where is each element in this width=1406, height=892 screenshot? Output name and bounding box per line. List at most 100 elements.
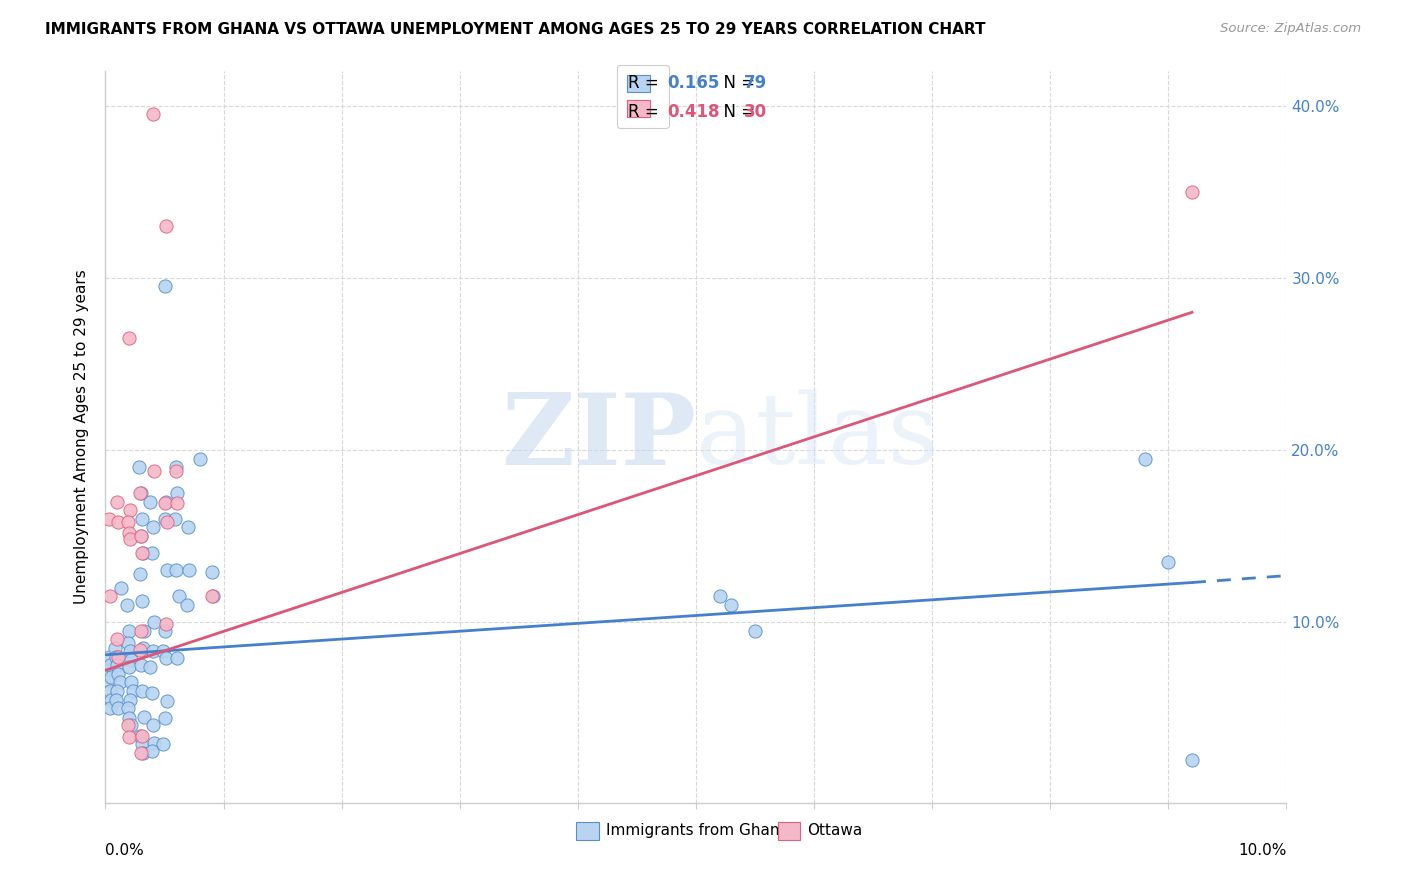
Point — [165, 564, 187, 578]
Point — [98, 684, 121, 698]
Point — [132, 546, 155, 560]
Point — [1133, 451, 1156, 466]
Point — [131, 684, 153, 698]
Point — [1181, 185, 1204, 199]
Text: 0.418: 0.418 — [668, 103, 720, 121]
Text: 0.165: 0.165 — [668, 74, 720, 92]
Point — [156, 516, 179, 530]
Point — [142, 464, 165, 478]
Point — [107, 649, 129, 664]
Point — [107, 701, 129, 715]
Point — [98, 701, 121, 715]
Point — [165, 460, 187, 475]
Point — [132, 746, 155, 760]
Point — [105, 692, 128, 706]
Text: 30: 30 — [744, 103, 766, 121]
Point — [141, 744, 163, 758]
Point — [166, 486, 188, 500]
Point — [120, 644, 142, 658]
Point — [131, 737, 153, 751]
Text: Immigrants from Ghana: Immigrants from Ghana — [606, 823, 789, 838]
Point — [105, 658, 128, 673]
Point — [120, 653, 142, 667]
Point — [131, 729, 153, 743]
Point — [156, 564, 179, 578]
Point — [166, 651, 188, 665]
Point — [104, 640, 127, 655]
Point — [153, 279, 176, 293]
Point — [97, 663, 120, 677]
Point — [117, 701, 139, 715]
Point — [129, 624, 152, 638]
Point — [121, 684, 143, 698]
Point — [105, 684, 128, 698]
Legend: , : , — [617, 65, 669, 128]
Point — [107, 666, 129, 681]
Point — [129, 486, 152, 500]
Point — [128, 642, 150, 657]
Point — [155, 494, 177, 508]
Point — [118, 731, 141, 745]
Point — [128, 486, 150, 500]
Point — [155, 616, 177, 631]
Text: R =: R = — [628, 74, 665, 92]
Point — [156, 694, 179, 708]
Point — [118, 660, 141, 674]
Point — [141, 546, 163, 560]
Point — [129, 529, 152, 543]
Point — [98, 649, 121, 664]
Text: 0.0%: 0.0% — [105, 843, 145, 858]
Point — [142, 644, 165, 658]
Point — [98, 673, 121, 688]
Point — [117, 636, 139, 650]
Point — [117, 718, 139, 732]
Point — [165, 464, 187, 478]
Point — [177, 520, 200, 534]
Point — [132, 640, 155, 655]
Point — [139, 494, 162, 508]
Point — [153, 711, 176, 725]
Text: Source: ZipAtlas.com: Source: ZipAtlas.com — [1220, 22, 1361, 36]
Point — [179, 564, 201, 578]
Point — [120, 533, 142, 547]
Point — [139, 660, 162, 674]
Point — [108, 675, 131, 690]
Point — [201, 589, 224, 603]
Text: N =: N = — [713, 74, 761, 92]
Point — [201, 589, 224, 603]
Point — [131, 512, 153, 526]
Point — [115, 598, 138, 612]
Point — [128, 566, 150, 581]
Point — [118, 525, 141, 540]
Point — [153, 624, 176, 638]
Point — [152, 644, 174, 658]
Point — [105, 632, 128, 647]
Point — [142, 615, 165, 629]
Text: 10.0%: 10.0% — [1239, 843, 1286, 858]
Point — [744, 624, 766, 638]
Point — [128, 729, 150, 743]
Point — [110, 581, 132, 595]
Point — [153, 512, 176, 526]
Text: 79: 79 — [744, 74, 766, 92]
Point — [720, 598, 742, 612]
Point — [165, 512, 187, 526]
Point — [155, 219, 177, 234]
Point — [120, 692, 142, 706]
Point — [153, 496, 176, 510]
Point — [1181, 753, 1204, 767]
Point — [131, 594, 153, 608]
Point — [1157, 555, 1180, 569]
Point — [107, 516, 129, 530]
Point — [117, 516, 139, 530]
Point — [142, 718, 165, 732]
Point — [201, 565, 224, 579]
Point — [118, 624, 141, 638]
Point — [155, 651, 177, 665]
Point — [709, 589, 731, 603]
Point — [118, 711, 141, 725]
Point — [120, 503, 142, 517]
Point — [100, 670, 122, 684]
Point — [142, 107, 165, 121]
Point — [129, 746, 152, 760]
